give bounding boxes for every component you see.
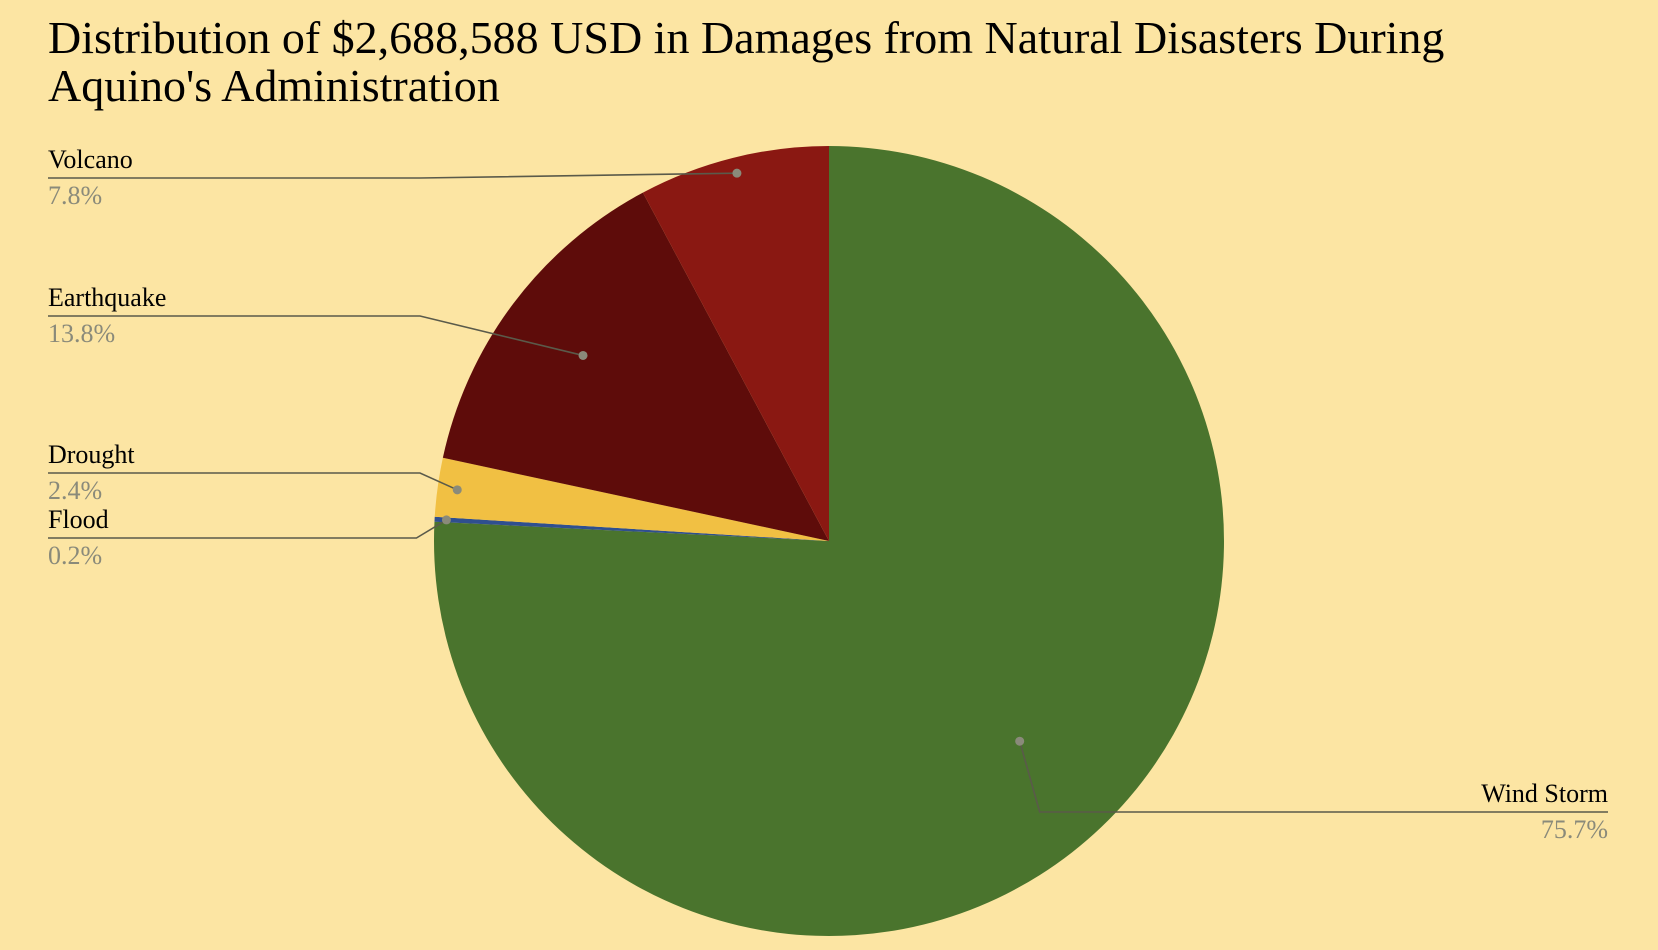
leader-line-flood	[48, 519, 447, 539]
leader-line-earthquake	[48, 315, 584, 357]
pie-slices	[434, 146, 1224, 937]
slice-percent-volcano: 7.8%	[48, 181, 102, 210]
slice-label-volcano: Volcano	[48, 145, 133, 174]
pie-slice-earthquake	[442, 192, 829, 541]
leader-dot-volcano	[732, 168, 742, 178]
pie-slice-volcano	[642, 146, 829, 541]
slice-label-wind-storm: Wind Storm	[1481, 779, 1608, 808]
slice-percent-flood: 0.2%	[48, 541, 102, 570]
leader-dot-earthquake	[578, 350, 588, 360]
leader-dot-drought	[452, 485, 462, 495]
pie-labels: Wind Storm 75.7% Flood 0.2% Drought 2.4% Earth…	[48, 145, 1608, 844]
leader-line-volcano	[48, 172, 737, 179]
leader-line-wind-storm	[1018, 741, 1608, 813]
leader-dot-flood	[441, 515, 451, 525]
slice-percent-earthquake: 13.8%	[48, 319, 115, 348]
leader-dot-wind-storm	[1015, 736, 1025, 746]
slice-percent-wind-storm: 75.7%	[1541, 815, 1608, 844]
slice-label-flood: Flood	[48, 505, 109, 534]
pie-slice-drought	[434, 457, 829, 541]
slice-percent-drought: 2.4%	[48, 476, 102, 505]
slice-label-drought: Drought	[48, 440, 135, 469]
pie-slice-flood	[434, 516, 829, 541]
leader-line-drought	[48, 472, 458, 491]
slice-label-earthquake: Earthquake	[48, 283, 166, 312]
chart-title: Distribution of $2,688,588 USD in Damage…	[48, 12, 1445, 111]
